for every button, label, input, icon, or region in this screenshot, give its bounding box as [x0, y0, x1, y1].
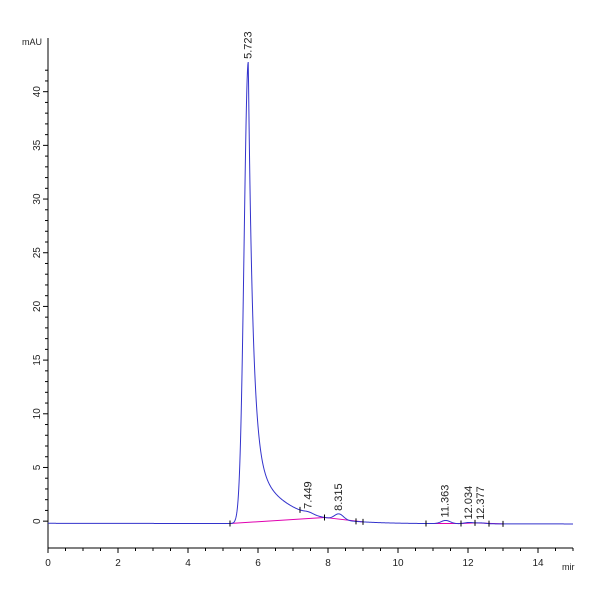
- y-tick-label: 10: [32, 408, 43, 420]
- baseline-segment: [230, 517, 325, 523]
- x-tick-label: 0: [45, 558, 51, 569]
- peak-label: 7.449: [303, 481, 315, 509]
- peak-label: 5.723: [242, 31, 254, 59]
- x-tick-label: 2: [115, 558, 121, 569]
- x-tick-label: 8: [325, 558, 331, 569]
- x-tick-label: 12: [462, 558, 474, 569]
- x-tick-label: 4: [185, 558, 191, 569]
- y-tick-label: 15: [32, 354, 43, 366]
- x-tick-label: 6: [255, 558, 261, 569]
- peak-label: 12.034: [463, 486, 475, 520]
- peak-label: 11.363: [440, 485, 452, 518]
- x-axis-unit-label: mir: [562, 562, 575, 572]
- y-tick-label: 0: [32, 518, 43, 524]
- y-tick-label: 40: [32, 86, 43, 98]
- y-tick-label: 35: [32, 139, 43, 151]
- x-tick-label: 14: [532, 558, 544, 569]
- y-tick-label: 30: [32, 193, 43, 205]
- signal-trace: [48, 62, 573, 524]
- signal-trace-line: [48, 62, 573, 524]
- y-tick-label: 5: [32, 464, 43, 470]
- y-axis-unit-label: mAU: [22, 37, 42, 47]
- peak-label: 8.315: [333, 483, 345, 511]
- y-tick-label: 25: [32, 247, 43, 259]
- x-tick-label: 10: [392, 558, 404, 569]
- peak-label: 12.377: [475, 486, 487, 520]
- y-tick-label: 20: [32, 300, 43, 312]
